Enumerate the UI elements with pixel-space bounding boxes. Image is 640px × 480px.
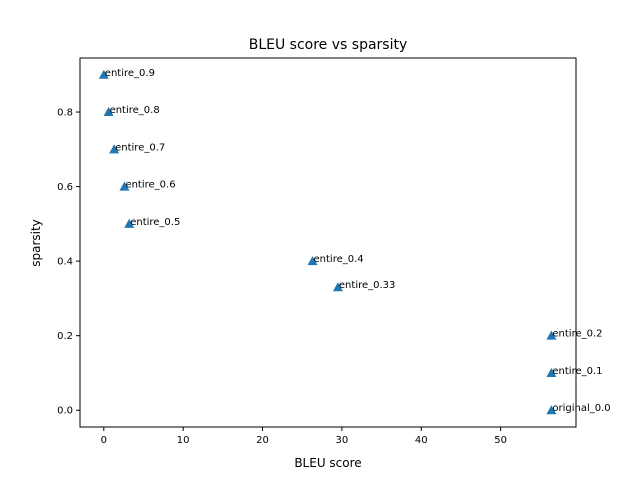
y-tick-label: 0.4 — [57, 257, 73, 268]
x-tick-label: 50 — [494, 435, 507, 446]
x-tick-label: 0 — [101, 435, 107, 446]
data-point-triangle — [307, 256, 318, 266]
chart-title: BLEU score vs sparsity — [249, 37, 408, 53]
point-labels: entire_0.9 entire_0.8 entire_0.7 entire_0.6… — [105, 68, 611, 414]
x-tick-label: 10 — [177, 435, 190, 446]
point-label: entire_0.8 — [110, 105, 160, 116]
data-point-triangle — [546, 367, 557, 377]
data-point-triangle — [546, 330, 557, 340]
point-label: entire_0.7 — [115, 142, 165, 153]
point-label: entire_0.5 — [130, 217, 180, 228]
point-label: entire_0.2 — [552, 329, 602, 340]
y-tick-label: 0.0 — [57, 406, 73, 417]
point-label: entire_0.33 — [339, 280, 396, 291]
data-point-triangle — [109, 144, 120, 154]
x-axis-ticks: 0 10 20 30 40 50 — [101, 427, 507, 446]
data-point-triangle — [124, 218, 135, 228]
x-tick-label: 30 — [336, 435, 349, 446]
x-tick-label: 40 — [415, 435, 428, 446]
y-tick-label: 0.6 — [57, 182, 73, 193]
point-label: entire_0.6 — [125, 180, 175, 191]
y-tick-label: 0.8 — [57, 108, 73, 119]
data-point-triangle — [332, 282, 343, 292]
point-label: entire_0.1 — [552, 366, 602, 377]
x-axis-label: BLEU score — [294, 456, 361, 470]
y-tick-label: 0.2 — [57, 331, 73, 342]
data-point-triangle — [119, 181, 130, 191]
plot-area-frame — [79, 57, 577, 428]
data-point-triangle — [98, 69, 109, 79]
point-label: entire_0.4 — [314, 254, 364, 265]
data-point-triangle — [103, 107, 114, 117]
y-axis-label: sparsity — [29, 219, 43, 267]
point-label: entire_0.9 — [105, 68, 155, 79]
x-tick-label: 20 — [256, 435, 269, 446]
point-label: original_0.0 — [552, 403, 610, 414]
data-point-triangle — [546, 405, 557, 415]
y-axis-ticks: 0.0 0.2 0.4 0.6 0.8 — [57, 108, 80, 417]
data-points — [98, 69, 557, 415]
